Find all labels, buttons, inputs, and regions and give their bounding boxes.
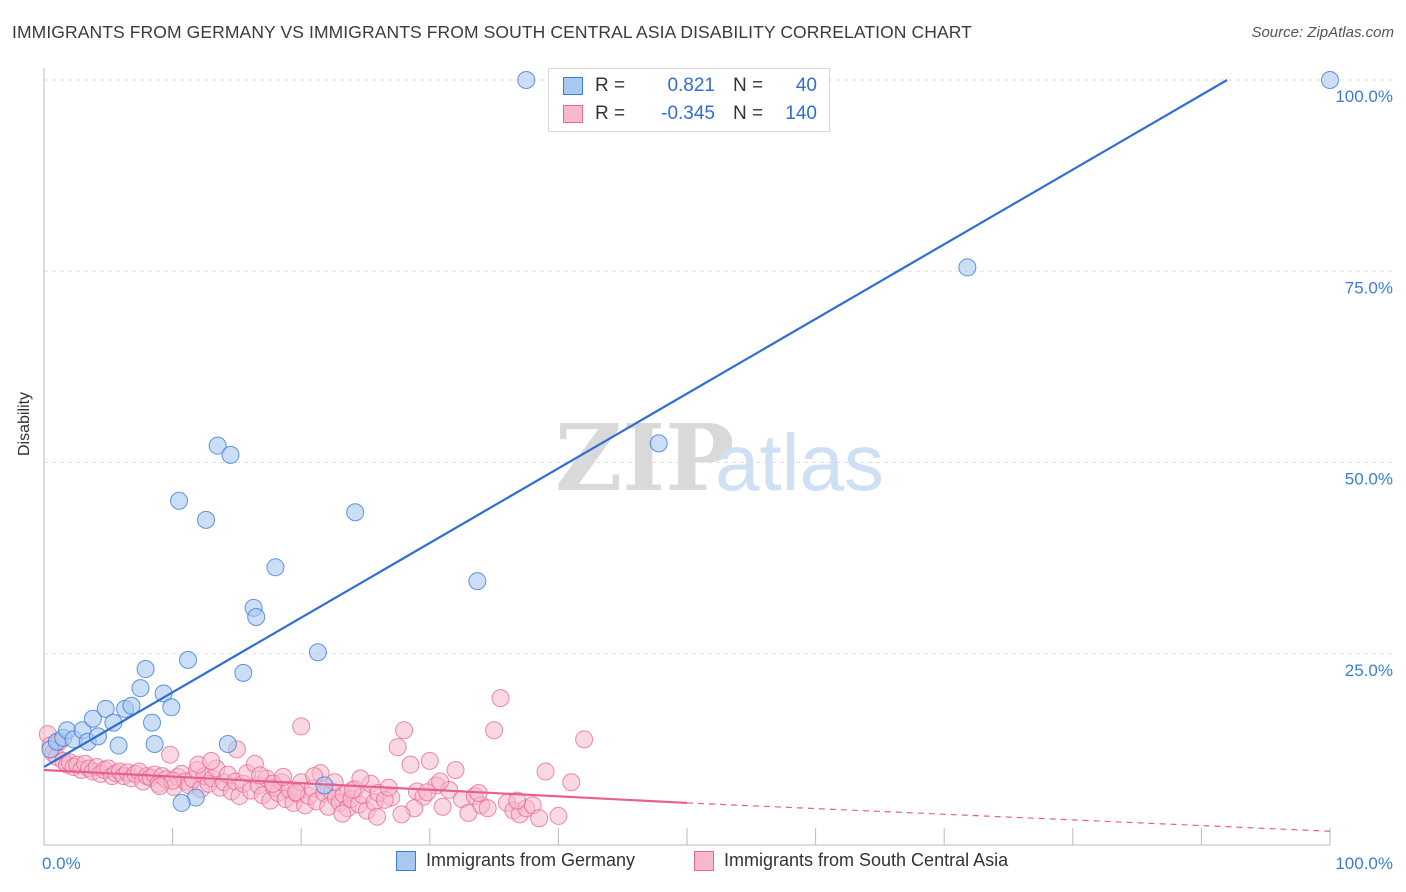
south-central-asia-point: [150, 777, 169, 796]
x-tick-label-max: 100.0%: [1335, 854, 1393, 873]
germany-point: [83, 709, 102, 728]
germany-point: [308, 643, 327, 662]
bottom-legend-swatch-blue: [396, 850, 416, 871]
y-tick-label: 50.0%: [1345, 470, 1393, 489]
south-central-asia-point: [491, 689, 510, 708]
legend-n-value: 140: [785, 103, 817, 124]
south-central-asia-point: [433, 797, 452, 816]
south-central-asia-point: [536, 762, 555, 781]
y-tick-label: 25.0%: [1345, 661, 1393, 680]
south-central-asia-trend-line: [43, 768, 688, 805]
germany-point: [172, 793, 191, 812]
legend-n-value: 40: [795, 75, 817, 96]
gridlines: [44, 79, 1392, 655]
bottom-legend-label: Immigrants from Germany: [426, 850, 636, 870]
south-central-asia-trend-extension: [686, 802, 1331, 832]
south-central-asia-point: [562, 773, 581, 792]
watermark-zip: ZIP: [555, 404, 734, 512]
germany-point: [266, 558, 285, 577]
bottom-legend-south-central-asia: Immigrants from South Central Asia: [694, 850, 1008, 871]
germany-point: [109, 736, 128, 755]
south-central-asia-point: [368, 807, 387, 826]
correlation-legend: R = 0.821 N = 40 R = -0.345 N = 140: [548, 68, 830, 132]
legend-r-label: R =: [595, 103, 626, 124]
source-label: Source: ZipAtlas.com: [1251, 24, 1394, 41]
south-central-asia-point: [508, 791, 527, 810]
south-central-asia-point: [287, 783, 306, 802]
y-axis-label: Disability: [16, 391, 33, 456]
germany-point: [468, 572, 487, 591]
germany-point: [208, 436, 227, 455]
germany-point: [122, 696, 141, 715]
south-central-asia-point: [575, 730, 594, 749]
bottom-legend-label: Immigrants from South Central Asia: [724, 850, 1009, 870]
south-central-asia-point: [420, 751, 439, 770]
germany-point: [247, 608, 266, 627]
germany-point: [346, 503, 365, 522]
y-tick-label: 75.0%: [1345, 278, 1393, 297]
germany-point: [143, 713, 162, 732]
axes: [43, 68, 1331, 846]
south-central-asia-point: [388, 738, 407, 757]
germany-point: [162, 698, 181, 717]
south-central-asia-point: [549, 806, 568, 825]
bottom-legend-swatch-pink: [694, 850, 714, 871]
bottom-legend-germany: Immigrants from Germany: [396, 850, 635, 871]
germany-point: [136, 660, 155, 679]
legend-swatch-pink: [563, 105, 583, 123]
chart-title: IMMIGRANTS FROM GERMANY VS IMMIGRANTS FR…: [12, 22, 972, 42]
south-central-asia-point: [418, 783, 437, 802]
legend-r-label: R =: [595, 75, 626, 96]
trend-lines: [43, 79, 1331, 832]
legend-row-south-central-asia: R = -0.345 N = 140: [563, 101, 817, 127]
south-central-asia-point: [202, 751, 221, 770]
x-tick-label-min: 0.0%: [42, 854, 81, 873]
germany-trend-line: [43, 79, 1228, 768]
germany-point: [1321, 71, 1339, 89]
south-central-asia-point: [292, 717, 311, 736]
germany-point: [218, 735, 237, 754]
zipatlas-watermark: ZIP atlas: [555, 404, 884, 512]
germany-point: [649, 434, 668, 453]
south-central-asia-point: [392, 805, 411, 824]
watermark-atlas: atlas: [715, 418, 884, 507]
legend-r-value: 0.821: [667, 75, 715, 96]
south-central-asia-point: [351, 769, 370, 788]
germany-point: [131, 679, 150, 698]
tick-labels: 100.0% 75.0% 50.0% 25.0% 0.0% 100.0%: [42, 87, 1393, 873]
south-central-asia-point: [485, 721, 504, 740]
germany-point: [179, 650, 198, 669]
germany-point: [958, 258, 977, 277]
south-central-asia-point: [530, 809, 549, 828]
south-central-asia-point: [401, 755, 420, 774]
south-central-asia-point: [478, 799, 497, 818]
south-central-asia-point: [395, 721, 414, 740]
germany-point: [517, 71, 536, 89]
germany-point: [96, 699, 115, 718]
legend-n-label: N =: [733, 75, 764, 96]
y-tick-label: 100.0%: [1335, 87, 1393, 106]
legend-swatch-blue: [563, 77, 583, 95]
germany-point: [234, 663, 253, 682]
south-central-asia-points: [38, 689, 594, 828]
germany-point: [170, 491, 189, 510]
south-central-asia-point: [446, 761, 465, 780]
germany-point: [145, 735, 164, 754]
legend-row-germany: R = 0.821 N = 40: [563, 73, 817, 99]
legend-n-label: N =: [733, 103, 764, 124]
south-central-asia-point: [333, 804, 352, 823]
germany-point: [221, 445, 240, 464]
legend-r-value: -0.345: [661, 103, 715, 124]
south-central-asia-point: [161, 745, 180, 764]
south-central-asia-point: [251, 766, 270, 785]
germany-point: [197, 510, 216, 529]
germany-points: [41, 71, 1339, 812]
